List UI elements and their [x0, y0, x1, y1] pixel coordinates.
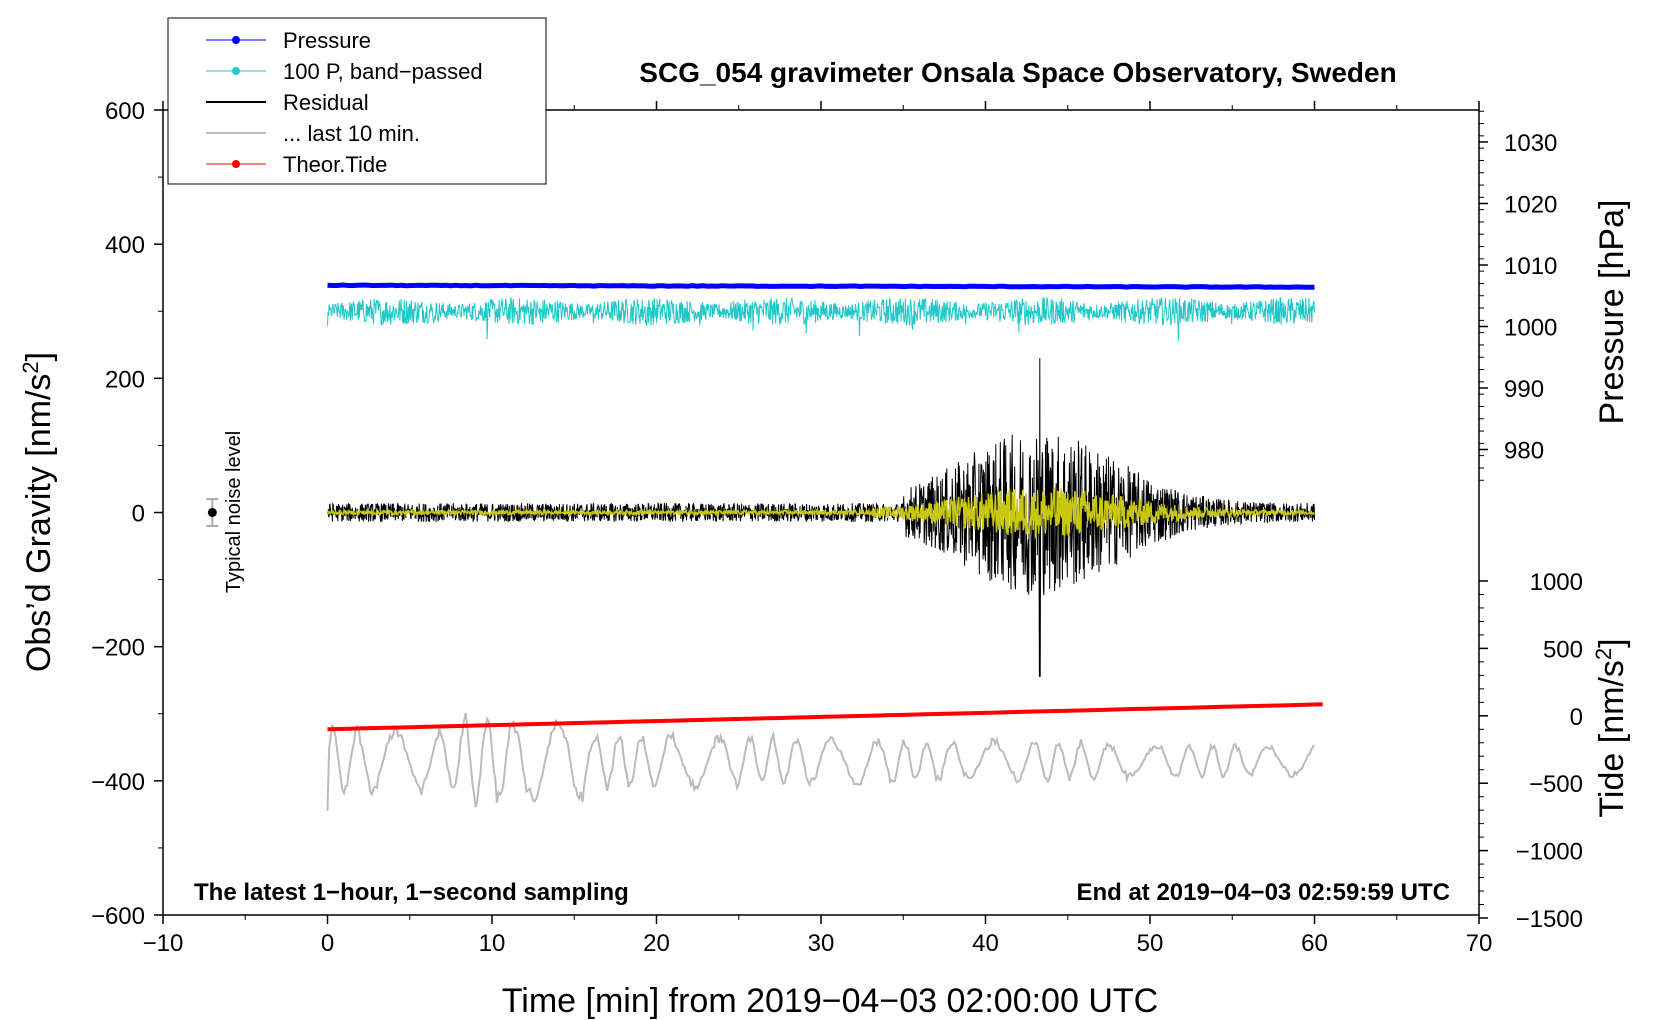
x-tick-label: 60 [1301, 930, 1328, 957]
pressure-tick-label: 1020 [1504, 192, 1557, 219]
legend-label-tide: Theor.Tide [283, 152, 387, 177]
legend-marker-tide [232, 160, 240, 168]
series-last-10-min [326, 712, 1316, 812]
pressure-tick-label: 1030 [1504, 130, 1557, 157]
series-theoretical-tide [327, 702, 1323, 732]
chart-title: SCG_054 gravimeter Onsala Space Observat… [639, 57, 1396, 88]
y-tick-label: 0 [132, 501, 145, 528]
legend-marker-bandpassed [232, 67, 240, 75]
x-tick-label: −10 [143, 930, 184, 957]
tide-tick-label: −1500 [1516, 906, 1583, 933]
noise-level-label: Typical noise level [223, 431, 245, 593]
series-bandpassed-pressure [327, 296, 1315, 341]
legend-label-last10: ... last 10 min. [283, 121, 420, 146]
legend-label-bandpassed: 100 P, band−passed [283, 59, 483, 84]
noise-bar-center [207, 508, 217, 517]
pressure-tick-label: 980 [1504, 438, 1544, 465]
legend-label-pressure: Pressure [283, 28, 371, 53]
annotation-left: The latest 1−hour, 1−second sampling [194, 879, 629, 906]
x-tick-label: 10 [479, 930, 506, 957]
tide-tick-label: 1000 [1530, 569, 1583, 596]
pressure-tick-label: 990 [1504, 376, 1544, 403]
y-axis-label-gravity: Obs’d Gravity [nm/s2] [18, 352, 59, 672]
series-pressure [327, 282, 1315, 290]
y-tick-label: −400 [91, 769, 145, 796]
data-series [206, 282, 1323, 812]
x-tick-label: 40 [972, 930, 999, 957]
x-tick-label: 30 [808, 930, 835, 957]
y-tick-label: 600 [105, 98, 145, 125]
tide-tick-label: −500 [1529, 771, 1583, 798]
y-tick-label: −200 [91, 635, 145, 662]
series-residual-filtered [326, 487, 1316, 540]
pressure-tick-label: 1010 [1504, 253, 1557, 280]
legend-marker-pressure [232, 36, 240, 44]
y-axis-label-pressure: Pressure [hPa] [1593, 200, 1631, 425]
legend: Pressure 100 P, band−passed Residual ...… [167, 17, 547, 185]
x-axis-label: Time [min] from 2019−04−03 02:00:00 UTC [502, 982, 1158, 1020]
y-tick-label: 400 [105, 232, 145, 259]
tick-labels: −10 0 10 20 30 40 50 60 706004002000−200−400−600… [91, 98, 1583, 957]
legend-label-residual: Residual [283, 90, 369, 115]
x-tick-label: 50 [1137, 930, 1164, 957]
pressure-tick-label: 1000 [1504, 315, 1557, 342]
tide-tick-label: 0 [1570, 704, 1583, 731]
x-tick-label: 70 [1466, 930, 1493, 957]
tide-tick-label: 500 [1543, 636, 1583, 663]
annotation-right: End at 2019−04−03 02:59:59 UTC [1076, 879, 1450, 906]
y-axis-label-tide: Tide [nm/s2] [1591, 638, 1632, 817]
x-tick-label: 20 [643, 930, 670, 957]
tide-tick-label: −1000 [1516, 839, 1583, 866]
y-tick-label: 200 [105, 366, 145, 393]
x-tick-label: 0 [321, 930, 334, 957]
y-tick-label: −600 [91, 903, 145, 930]
